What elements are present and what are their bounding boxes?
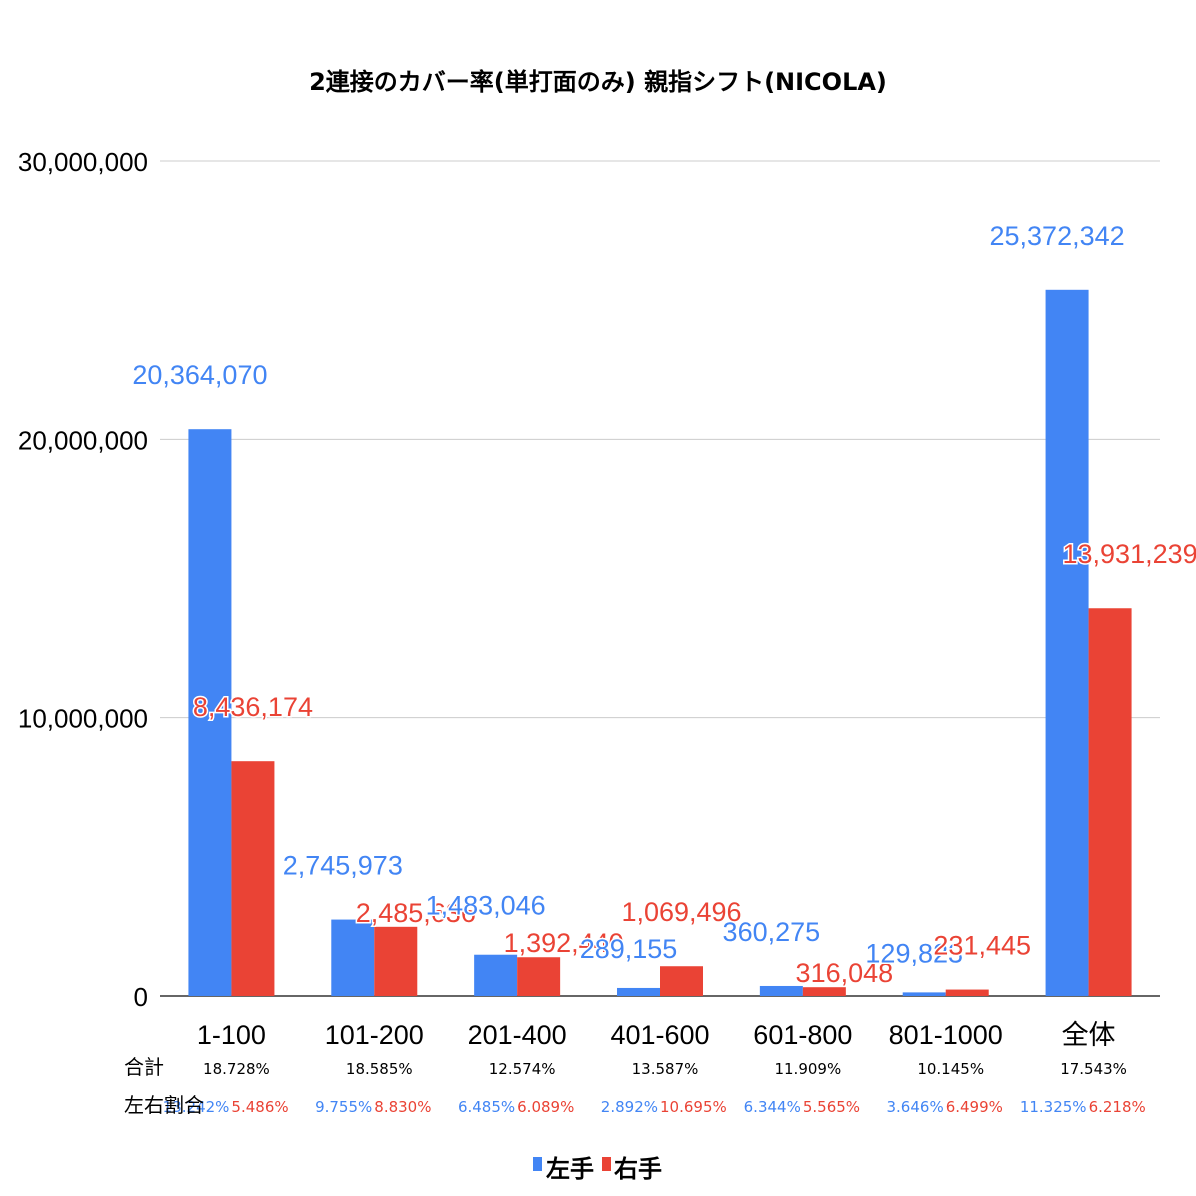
x-category-label: 201-400 <box>468 1020 567 1050</box>
data-label-left-hand: 289,155 <box>580 934 678 964</box>
left-hand-percentage: 3.646% <box>887 1098 944 1116</box>
y-tick-label: 20,000,000 <box>18 425 148 455</box>
data-label-right-hand: 1,392,440 <box>504 928 624 958</box>
x-category-label: 1-100 <box>197 1020 266 1050</box>
right-hand-percentage: 5.565% <box>803 1098 860 1116</box>
legend-swatch-left-hand <box>533 1157 542 1171</box>
right-hand-percentage: 6.218% <box>1089 1098 1146 1116</box>
y-axis-ticks: 0 10,000,000 20,000,000 30,000,000 <box>18 147 148 1012</box>
left-hand-percentage: 6.344% <box>744 1098 801 1116</box>
right-hand-percentage: 6.499% <box>946 1098 1003 1116</box>
left-hand-percentage: 13.242% <box>163 1098 230 1116</box>
chart-title: 2連接のカバー率(単打面のみ) 親指シフト(NICOLA) <box>309 68 887 96</box>
y-tick-label: 0 <box>134 982 148 1012</box>
left-hand-percentage: 2.892% <box>601 1098 658 1116</box>
bar-right-hand <box>374 926 418 996</box>
bar-left-hand <box>617 987 660 996</box>
right-hand-percentage: 6.089% <box>517 1098 574 1116</box>
x-category-label: 全体 <box>1062 1020 1116 1050</box>
x-category-label: 601-800 <box>753 1020 852 1050</box>
data-label-left-hand: 129,823 <box>865 938 963 968</box>
data-label-right-hand: 13,931,239 <box>1063 539 1196 569</box>
data-label-right-hand: 8,436,174 <box>193 692 313 722</box>
bar-left-hand <box>188 429 232 996</box>
data-label-left-hand: 1,483,046 <box>426 891 546 921</box>
bar-right-hand <box>231 761 275 996</box>
data-label-right-hand: 2,485,636 <box>356 898 476 928</box>
legend-label-left-hand: 左手 <box>546 1155 594 1183</box>
bar-left-hand <box>759 985 803 996</box>
data-label-right-hand: 231,445 <box>933 931 1031 961</box>
data-label-right-hand: 1,069,496 <box>621 897 741 927</box>
data-label-left-hand: 360,275 <box>723 917 821 947</box>
split-row-label: 左右割合 <box>124 1093 204 1117</box>
y-tick-label: 30,000,000 <box>18 147 148 177</box>
total-row-label: 合計 <box>124 1055 164 1079</box>
left-hand-percentage: 9.755% <box>315 1098 372 1116</box>
bar-left-hand <box>474 954 518 996</box>
bar-right-hand <box>660 966 703 996</box>
bar-left-hand <box>1045 289 1089 996</box>
left-hand-percentage: 6.485% <box>458 1098 515 1116</box>
bar-right-hand <box>1088 608 1132 996</box>
data-label-left-hand: 20,364,070 <box>132 360 267 390</box>
bar-left-hand <box>902 992 946 996</box>
bar-right-hand <box>517 957 561 996</box>
total-percentage: 13.587% <box>632 1060 699 1078</box>
legend-swatch-right-hand <box>602 1157 611 1171</box>
total-percentage: 12.574% <box>489 1060 556 1078</box>
data-labels: 20,364,070 8,436,174 2,745,973 2,485,6361,4… <box>131 219 1196 989</box>
right-hand-percentage: 8.830% <box>374 1098 431 1116</box>
x-axis-categories: 1-100 101-200 201-400 401-600 601-800 801-100… <box>197 1020 1116 1050</box>
bar-left-hand <box>331 919 375 996</box>
left-hand-percentage: 11.325% <box>1020 1098 1087 1116</box>
total-percentage: 17.543% <box>1060 1060 1127 1078</box>
data-label-left-hand: 2,745,973 <box>283 851 403 881</box>
total-percentage: 11.909% <box>774 1060 841 1078</box>
x-category-label: 101-200 <box>325 1020 424 1050</box>
bars <box>188 289 1132 996</box>
right-hand-percentage: 5.486% <box>231 1098 288 1116</box>
data-label-left-hand: 25,372,342 <box>990 221 1125 251</box>
total-percentage: 10.145% <box>917 1060 984 1078</box>
annotations: 18.728% 13.242% 5.486% 18.585% 9.755% 8.830% 1… <box>124 1055 1146 1117</box>
x-category-label: 801-1000 <box>889 1020 1003 1050</box>
data-label-right-hand: 316,048 <box>796 958 894 988</box>
right-hand-percentage: 10.695% <box>660 1098 727 1116</box>
legend-label-right-hand: 右手 <box>614 1155 662 1183</box>
total-percentage: 18.585% <box>346 1060 413 1078</box>
legend: 左手 右手 <box>533 1155 662 1183</box>
x-category-label: 401-600 <box>610 1020 709 1050</box>
y-tick-label: 10,000,000 <box>18 704 148 734</box>
bar-right-hand <box>802 987 846 996</box>
total-percentage: 18.728% <box>203 1060 270 1078</box>
bar-right-hand <box>945 989 989 996</box>
